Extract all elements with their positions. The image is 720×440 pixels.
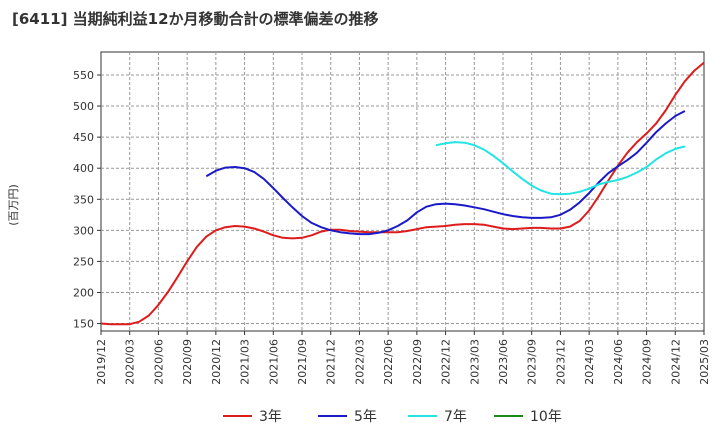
y-tick-label: 250: [73, 255, 94, 268]
x-tick-label: 2024/09: [641, 339, 654, 385]
x-tick-label: 2020/03: [124, 339, 137, 385]
legend-label-1: 3年: [259, 409, 282, 425]
series-line-3: [435, 141, 686, 196]
y-tick-label: 350: [73, 193, 94, 206]
x-tick-label: 2024/03: [583, 339, 596, 385]
x-tick-label: 2021/06: [267, 339, 280, 385]
x-tick-label: 2023/09: [526, 339, 539, 385]
x-tick-label: 2020/12: [210, 339, 223, 385]
x-tick-label: 2024/12: [669, 339, 682, 385]
x-tick-label: 2020/09: [181, 339, 194, 385]
y-tick-label: 450: [73, 131, 94, 144]
y-tick-label: 200: [73, 286, 94, 299]
x-tick-label: 2022/06: [382, 339, 395, 385]
chart-title: [6411] 当期純利益12か月移動合計の標準偏差の推移: [12, 10, 379, 28]
x-tick-label: 2021/09: [296, 339, 309, 385]
grid-lines: [101, 52, 704, 331]
x-tick-label: 2021/03: [239, 339, 252, 385]
y-tick-label: 400: [73, 162, 94, 175]
x-tick-label: 2025/03: [698, 339, 711, 385]
x-axis: 2019/12 2020/03 2020/06 2020/09 2020/12 2021/…: [95, 331, 711, 385]
x-tick-label: 2023/06: [497, 339, 510, 385]
series-line-2: [205, 110, 686, 236]
x-tick-label: 2022/09: [411, 339, 424, 385]
x-tick-label: 2021/12: [325, 339, 338, 385]
x-tick-label: 2020/06: [152, 339, 165, 385]
series-lines: [100, 61, 705, 326]
legend: 3年 5年 7年 10年: [223, 409, 562, 425]
y-tick-label: 500: [73, 100, 94, 113]
x-tick-label: 2023/03: [468, 339, 481, 385]
series-line-1: [100, 61, 705, 326]
x-tick-label: 2022/12: [440, 339, 453, 385]
y-tick-label: 550: [73, 69, 94, 82]
plot-area: [100, 51, 705, 332]
legend-label-3: 7年: [444, 409, 467, 425]
legend-label-4: 10年: [530, 409, 562, 425]
x-tick-label: 2022/03: [353, 339, 366, 385]
y-tick-label: 300: [73, 224, 94, 237]
x-tick-label: 2024/06: [612, 339, 625, 385]
legend-label-2: 5年: [354, 409, 377, 425]
y-axis: 150 200 250 300 350 400 450 500 550: [73, 69, 101, 331]
x-tick-label: 2023/12: [554, 339, 567, 385]
y-tick-label: 150: [73, 318, 94, 331]
y-axis-label: (百万円): [7, 184, 20, 226]
x-tick-label: 2019/12: [95, 339, 108, 385]
